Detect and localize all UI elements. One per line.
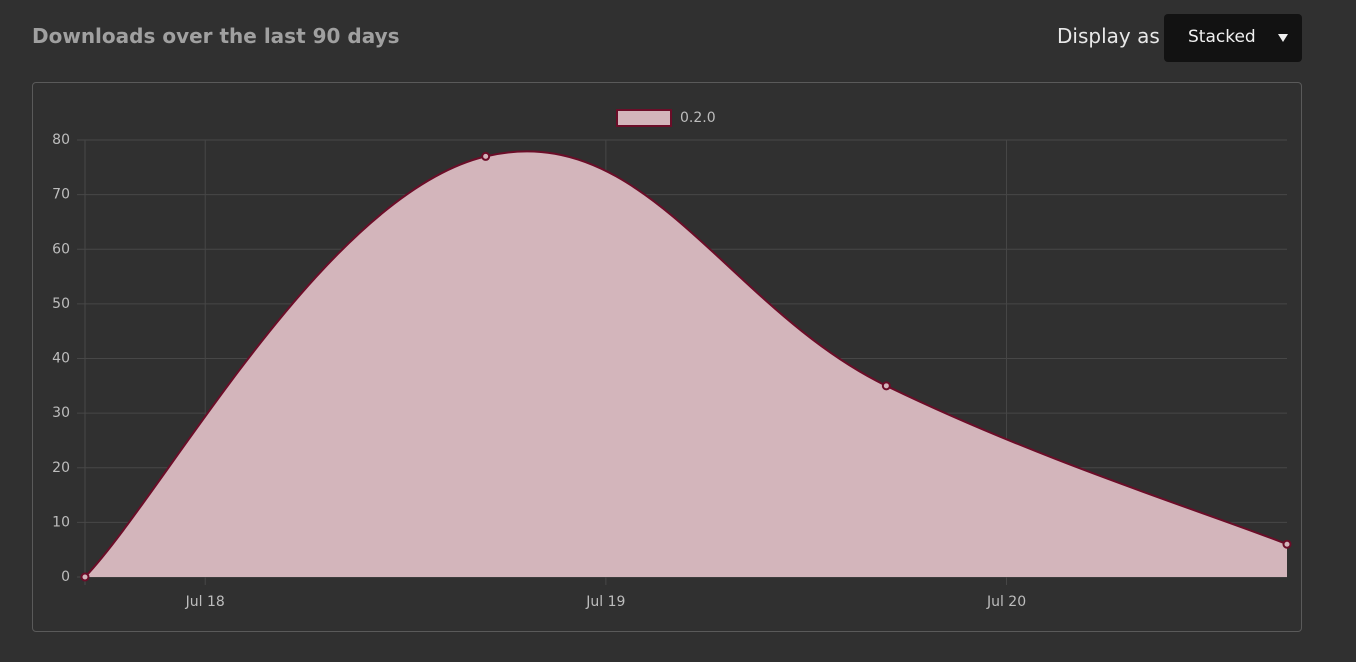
- y-tick-label: 20: [52, 460, 70, 476]
- data-point: [1282, 539, 1292, 549]
- select-value: Stacked: [1188, 27, 1256, 47]
- data-point: [481, 151, 491, 161]
- area-line: [84, 150, 1288, 578]
- y-tick-label: 0: [61, 569, 70, 585]
- y-tick-label: 70: [52, 187, 70, 203]
- section-title: Downloads over the last 90 days: [32, 24, 400, 48]
- legend-label: 0.2.0: [680, 110, 716, 126]
- y-tick-label: 10: [52, 514, 70, 530]
- x-tick-label: Jul 19: [585, 594, 625, 610]
- dropdown-arrow: [1278, 34, 1288, 42]
- display-label: Display as: [1057, 24, 1160, 48]
- x-tick-label: Jul 20: [986, 594, 1026, 610]
- y-tick-label: 30: [52, 405, 70, 421]
- display-select[interactable]: Stacked: [1164, 14, 1302, 62]
- y-tick-label: 60: [52, 241, 70, 257]
- data-point: [80, 572, 90, 582]
- y-tick-label: 80: [52, 132, 70, 148]
- data-point: [881, 381, 891, 391]
- legend-swatch: [616, 109, 672, 127]
- area-fill: [85, 151, 1287, 577]
- y-tick-label: 40: [52, 351, 70, 367]
- y-tick-label: 50: [52, 296, 70, 312]
- chart-panel: [32, 82, 1302, 632]
- x-tick-label: Jul 18: [185, 594, 225, 610]
